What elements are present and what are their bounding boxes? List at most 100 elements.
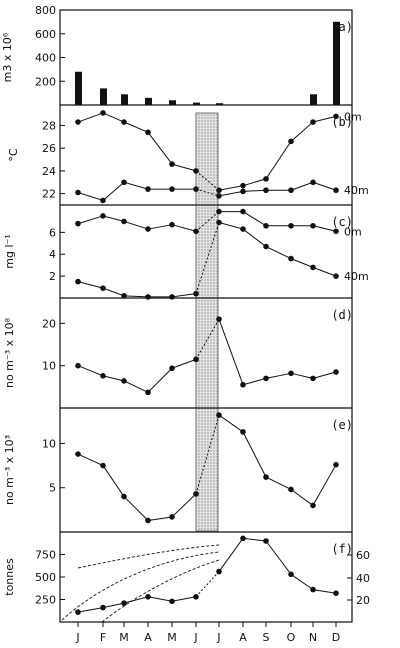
- series-line-segment: [77, 365, 104, 377]
- data-point-J: [75, 451, 81, 457]
- data-point-N: [310, 119, 316, 125]
- data-point-F: [100, 604, 106, 611]
- dashed-curve: [101, 559, 220, 623]
- data-point-J: [216, 412, 222, 418]
- series-line-segment: [290, 258, 314, 268]
- data-point-J: [216, 568, 222, 575]
- data-point-F: [100, 197, 106, 204]
- data-point-M: [169, 294, 175, 300]
- series-line-segment: [218, 222, 244, 230]
- data-point-J: [75, 189, 81, 196]
- series-line-segment: [312, 371, 337, 379]
- x-tick-label-S: S: [263, 631, 270, 644]
- y-tick-label: 6: [49, 226, 56, 239]
- x-tick-label-O: O: [287, 631, 296, 644]
- bar-J: [193, 102, 200, 105]
- data-point-M: [121, 493, 127, 500]
- series-line-segment: [290, 181, 314, 191]
- data-point-J: [75, 609, 81, 615]
- panel-label: (c): [331, 215, 353, 229]
- series-line-segment: [147, 596, 173, 602]
- data-point-F: [100, 285, 106, 291]
- series-line-segment: [77, 281, 104, 289]
- series-line-segment: [123, 121, 149, 133]
- data-point-J: [216, 316, 222, 322]
- series-line-segment: [195, 170, 220, 191]
- y-tick-label: 200: [35, 75, 56, 88]
- data-point-O: [288, 255, 294, 262]
- series-line-segment: [242, 377, 267, 386]
- series-line-segment: [123, 220, 149, 230]
- marks-layer: [61, 21, 340, 623]
- data-point-F: [100, 110, 106, 116]
- series-label-0m: 0m: [344, 110, 362, 123]
- series-line-segment: [265, 476, 292, 490]
- data-point-D: [333, 590, 339, 596]
- series-line-segment: [218, 538, 244, 572]
- data-point-D: [333, 461, 339, 468]
- bar-N: [310, 94, 317, 105]
- series-line-segment: [171, 358, 197, 369]
- panel-label: (b): [331, 115, 353, 129]
- y-axis-label: m3 x 10⁶: [1, 32, 14, 82]
- y-tick-label: 2: [49, 270, 56, 283]
- bar-M: [169, 100, 176, 105]
- panel-label: (d): [331, 308, 353, 322]
- data-point-J: [216, 187, 222, 194]
- series-line-segment: [123, 181, 149, 190]
- y2-tick-label: 20: [356, 594, 370, 607]
- y-tick-label: 500: [35, 571, 56, 584]
- data-point-A: [240, 429, 246, 435]
- series-line-segment: [77, 112, 104, 123]
- data-point-J: [193, 356, 199, 363]
- series-line-segment: [195, 211, 220, 232]
- data-point-M: [169, 365, 175, 372]
- bar-F: [100, 88, 107, 105]
- x-tick-label-N: N: [309, 631, 317, 644]
- series-line-segment: [312, 266, 337, 277]
- series-line-segment: [312, 115, 337, 123]
- series-label-40m: 40m: [344, 184, 369, 197]
- data-point-F: [100, 462, 106, 469]
- data-point-F: [100, 213, 106, 219]
- figure-frame: [59, 9, 353, 623]
- data-point-J: [193, 186, 199, 192]
- data-point-A: [240, 208, 246, 215]
- data-point-J: [75, 278, 81, 285]
- series-line-segment: [102, 287, 125, 297]
- series-line-segment: [218, 190, 244, 197]
- series-line-segment: [123, 596, 149, 604]
- data-point-A: [240, 226, 246, 232]
- series-line-segment: [147, 131, 173, 165]
- series-line-segment: [218, 185, 244, 191]
- series-line-segment: [77, 215, 104, 225]
- y-tick-label: 28: [42, 119, 56, 132]
- panel-label: (a): [331, 20, 353, 34]
- y-axis-label: no m⁻³ x 10³: [3, 435, 16, 505]
- series-label-0m: 0m: [344, 225, 362, 238]
- data-point-N: [310, 502, 316, 509]
- data-point-N: [310, 222, 316, 229]
- data-point-A: [145, 517, 151, 524]
- data-point-M: [121, 218, 127, 225]
- x-tick-label-F: F: [100, 631, 106, 644]
- x-tick-label-J: J: [193, 631, 197, 644]
- series-line-segment: [171, 493, 197, 518]
- series-line-segment: [312, 589, 337, 594]
- data-point-N: [310, 179, 316, 186]
- series-line-segment: [242, 189, 267, 192]
- data-point-J: [75, 119, 81, 125]
- series-line-segment: [171, 596, 197, 602]
- data-point-J: [75, 220, 81, 227]
- x-tick-label-J: J: [75, 631, 79, 644]
- data-point-J: [216, 208, 222, 215]
- data-point-S: [263, 474, 269, 480]
- series-line-segment: [195, 222, 220, 294]
- series-line-segment: [77, 453, 104, 467]
- series-line-segment: [77, 607, 104, 613]
- data-point-J: [193, 491, 199, 497]
- data-point-O: [288, 222, 294, 229]
- series-line-segment: [290, 372, 314, 379]
